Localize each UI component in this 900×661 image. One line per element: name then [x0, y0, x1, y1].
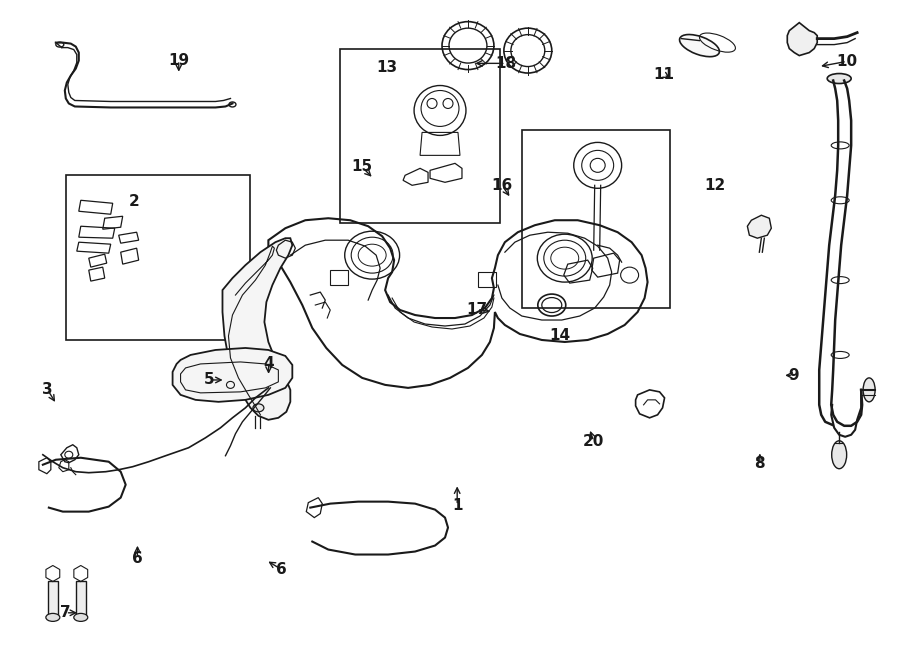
- Text: 8: 8: [754, 456, 765, 471]
- Polygon shape: [747, 215, 771, 238]
- Text: 20: 20: [583, 434, 605, 449]
- Text: 12: 12: [705, 178, 725, 193]
- Text: 9: 9: [788, 368, 798, 383]
- Ellipse shape: [46, 613, 59, 621]
- Text: 14: 14: [549, 329, 570, 343]
- Ellipse shape: [229, 102, 236, 107]
- Ellipse shape: [74, 613, 88, 621]
- Text: 17: 17: [466, 302, 488, 317]
- Text: 15: 15: [351, 159, 373, 175]
- Bar: [76, 582, 86, 617]
- Text: 5: 5: [204, 372, 214, 387]
- Text: 3: 3: [42, 382, 53, 397]
- Text: 6: 6: [132, 551, 143, 566]
- Ellipse shape: [827, 73, 851, 83]
- Text: 11: 11: [653, 67, 674, 82]
- Bar: [340, 49, 500, 223]
- Text: 18: 18: [495, 56, 517, 71]
- Text: 13: 13: [376, 60, 398, 75]
- Bar: [478, 272, 496, 287]
- Bar: [522, 130, 670, 308]
- Bar: [66, 175, 250, 340]
- Text: 7: 7: [60, 605, 71, 620]
- Text: 6: 6: [275, 562, 286, 577]
- Polygon shape: [222, 238, 292, 420]
- Ellipse shape: [680, 34, 719, 57]
- Ellipse shape: [56, 42, 64, 47]
- Bar: [48, 582, 58, 617]
- Text: 1: 1: [452, 498, 463, 513]
- Text: 19: 19: [168, 53, 189, 67]
- Polygon shape: [788, 22, 817, 56]
- Text: 4: 4: [264, 356, 274, 371]
- Bar: [330, 270, 348, 285]
- Text: 2: 2: [129, 194, 140, 210]
- Text: 10: 10: [836, 54, 858, 69]
- Ellipse shape: [253, 404, 264, 412]
- Ellipse shape: [863, 378, 875, 402]
- Polygon shape: [173, 348, 292, 402]
- Text: 16: 16: [491, 178, 513, 193]
- Ellipse shape: [832, 441, 847, 469]
